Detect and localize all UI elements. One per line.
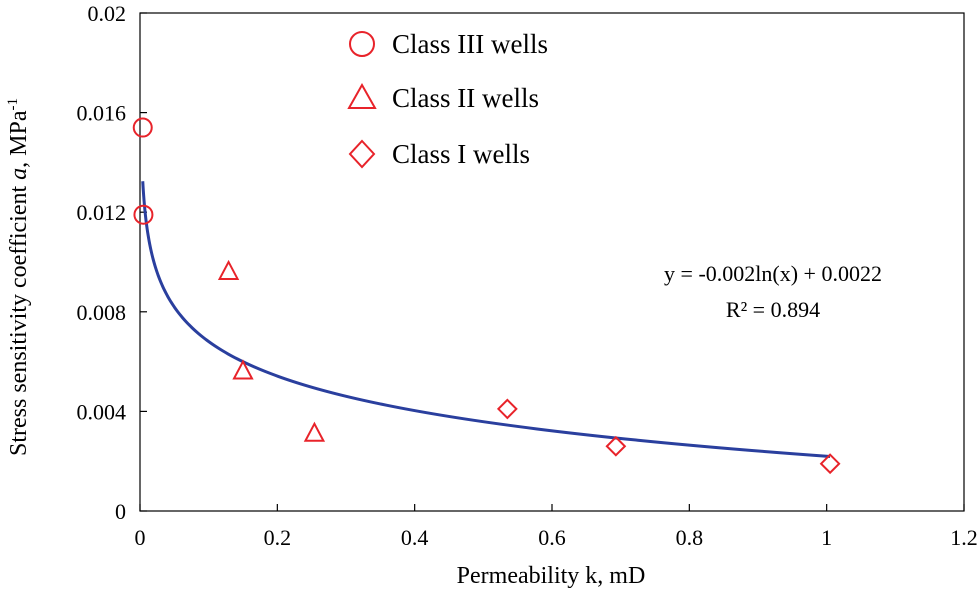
point-class-ii	[217, 259, 240, 280]
x-tick-label: 0.2	[264, 525, 292, 550]
y-axis-title-variable: a	[6, 168, 32, 180]
trendline-equation: y = -0.002ln(x) + 0.0022	[664, 261, 882, 286]
legend-circle-marker	[349, 31, 375, 57]
trendline-r-squared: R² = 0.894	[726, 297, 820, 322]
y-tick-label: 0.008	[77, 300, 127, 325]
point-class-iii	[132, 117, 153, 138]
y-axis-title: Stress sensitivity coefficient a, MPa-1	[5, 98, 32, 456]
point-class-iii	[133, 204, 154, 225]
legend-label-class-iii: Class III wells	[392, 29, 548, 59]
y-tick-label: 0.012	[77, 200, 127, 225]
legend-label-class-ii: Class II wells	[392, 83, 539, 113]
x-tick-label: 0.4	[401, 525, 429, 550]
x-tick-label: 0	[135, 525, 146, 550]
legend-label-class-i: Class I wells	[392, 139, 530, 169]
x-axis: 0 0.2 0.4 0.6 0.8 1 1.2	[135, 504, 978, 550]
point-class-i	[496, 398, 518, 420]
trendline	[141, 181, 831, 458]
y-axis-title-superscript: -1	[5, 98, 21, 111]
y-tick-label: 0.004	[77, 399, 127, 424]
y-tick-label: 0.016	[77, 101, 127, 126]
legend-triangle-marker	[347, 82, 377, 109]
point-class-i	[819, 453, 841, 475]
x-tick-label: 0.8	[676, 525, 704, 550]
x-tick-label: 0.6	[538, 525, 566, 550]
point-class-ii	[232, 359, 254, 380]
y-tick-label: 0.02	[88, 1, 127, 26]
x-axis-title: Permeability k, mD	[457, 563, 646, 589]
x-tick-label: 1.2	[950, 525, 978, 550]
point-class-i	[605, 435, 627, 457]
x-tick-label: 1	[821, 525, 832, 550]
legend-diamond-marker	[348, 139, 376, 169]
point-class-ii	[303, 421, 326, 442]
y-axis-title-unit: , MPa	[6, 110, 32, 168]
y-tick-label: 0	[115, 499, 126, 524]
y-axis-title-main: Stress sensitivity coefficient	[6, 180, 32, 456]
y-axis: 0 0.004 0.008 0.012 0.016 0.02	[77, 1, 147, 524]
data-points	[132, 117, 841, 475]
legend: Class III wells Class II wells Class I w…	[347, 29, 548, 169]
